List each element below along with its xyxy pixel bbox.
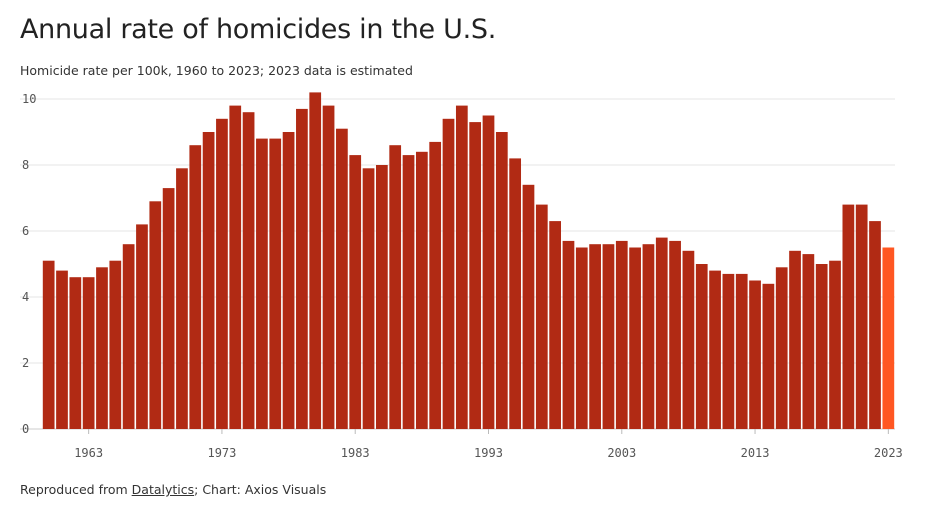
chart-title: Annual rate of homicides in the U.S. [20, 14, 497, 45]
bar-2020 [842, 204, 855, 429]
bar-1967 [136, 224, 148, 429]
bar-2019 [829, 260, 841, 429]
bar-1987 [402, 155, 415, 429]
bar-1992 [469, 122, 482, 429]
bar-2009 [695, 264, 708, 429]
bar-1978 [282, 132, 295, 429]
bar-1983 [349, 155, 362, 429]
bar-2017 [802, 254, 815, 429]
bar-1982 [336, 128, 348, 429]
x-tick-label: 1993 [474, 446, 503, 460]
bar-1974 [229, 105, 242, 429]
x-tick-label: 2023 [874, 446, 903, 460]
bar-1993 [482, 115, 495, 429]
bar-1971 [189, 145, 202, 429]
bar-2018 [815, 264, 828, 429]
y-tick-label: 10 [22, 92, 36, 106]
bar-1965 [109, 260, 122, 429]
bar-2010 [709, 270, 721, 429]
bar-1996 [522, 184, 535, 429]
x-tick-label: 1983 [341, 446, 370, 460]
bar-1960 [42, 260, 55, 429]
bar-1969 [162, 188, 175, 429]
bar-1968 [149, 201, 162, 429]
bar-2008 [682, 250, 695, 429]
bar-1995 [509, 158, 522, 429]
source-link[interactable]: Datalytics [131, 482, 195, 497]
bars [42, 92, 895, 430]
bar-1977 [269, 138, 282, 429]
bar-1988 [415, 151, 428, 430]
bar-1963 [82, 277, 95, 429]
bar-1961 [56, 270, 68, 429]
y-tick-label: 4 [22, 290, 29, 304]
bar-2013 [749, 280, 761, 429]
y-tick-label: 0 [22, 422, 29, 436]
bar-1973 [216, 118, 228, 430]
bar-2012 [735, 273, 748, 429]
bar-2022 [869, 221, 881, 429]
bar-1976 [256, 138, 268, 429]
source-prefix: Reproduced from [20, 482, 132, 497]
bar-2004 [629, 247, 641, 429]
y-tick-label: 8 [22, 158, 29, 172]
bar-1981 [322, 105, 335, 429]
chart-subtitle: Homicide rate per 100k, 1960 to 2023; 20… [20, 63, 413, 78]
bar-2021 [855, 204, 868, 429]
x-tick-label: 1963 [74, 446, 103, 460]
bar-2007 [669, 240, 681, 429]
x-tick-label: 2003 [607, 446, 636, 460]
bar-1975 [242, 112, 255, 429]
bar-2014 [762, 283, 775, 429]
bar-1991 [455, 105, 468, 429]
y-axis-tick-labels: 0 2 4 6 8 10 [22, 92, 36, 436]
homicide-rate-bar-chart: 0 2 4 6 8 10 1963 1973 1983 1993 2003 2013 2023 [20, 92, 903, 460]
bar-1979 [296, 108, 308, 430]
bar-1964 [96, 267, 108, 429]
bar-2005 [642, 244, 655, 429]
bar-1986 [389, 145, 402, 429]
bar-1998 [549, 221, 561, 429]
bar-1999 [562, 240, 575, 429]
bar-1980 [309, 92, 322, 430]
x-axis-tick-labels: 1963 1973 1983 1993 2003 2013 2023 [74, 429, 903, 460]
bar-1984 [362, 168, 375, 430]
bar-estimated-2023 [882, 247, 895, 429]
bar-2006 [655, 237, 668, 429]
bar-2000 [575, 247, 588, 429]
y-tick-label: 2 [22, 356, 29, 370]
source-suffix: ; Chart: Axios Visuals [194, 482, 327, 497]
source-credit: Reproduced from Datalytics; Chart: Axios… [20, 482, 326, 497]
bar-1972 [202, 132, 215, 429]
bar-1990 [442, 118, 455, 430]
bar-1989 [429, 141, 442, 429]
x-tick-label: 1973 [207, 446, 236, 460]
x-tick-label: 2013 [741, 446, 770, 460]
bar-2011 [722, 273, 735, 429]
bar-1994 [495, 132, 508, 429]
bar-1997 [535, 204, 548, 429]
bar-2016 [789, 250, 801, 429]
bar-2002 [602, 244, 615, 429]
bar-1985 [376, 165, 388, 429]
bar-1966 [122, 244, 135, 429]
bar-2001 [589, 244, 601, 429]
bar-2015 [775, 267, 788, 429]
bar-1970 [176, 168, 188, 430]
bar-1962 [69, 277, 82, 429]
y-tick-label: 6 [22, 224, 29, 238]
bar-2003 [615, 240, 628, 429]
